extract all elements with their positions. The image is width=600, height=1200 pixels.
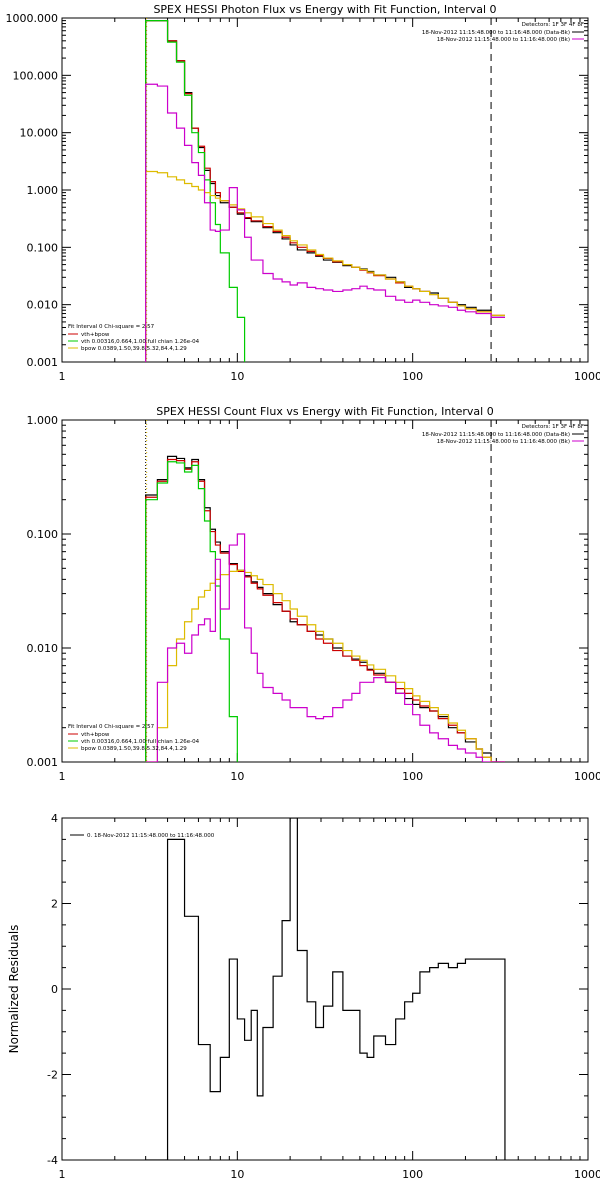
y-tick-label: -2 [47, 1069, 58, 1082]
x-tick-label: 100 [402, 370, 423, 383]
series-line-vth [145, 20, 246, 362]
y-tick-label: 0.010 [27, 299, 59, 312]
x-tick-label: 1 [59, 1168, 66, 1181]
y-tick-label: -4 [47, 1154, 58, 1167]
y-tick-label: 0.010 [27, 642, 59, 655]
x-tick-label: 1000 [574, 770, 600, 783]
y-tick-label: 1000.000 [6, 12, 59, 25]
legend-detectors: Detectors: 1F 3F 4F 8F [522, 22, 584, 28]
y-tick-label: 0.001 [27, 356, 59, 369]
series-line-bpow [145, 170, 505, 362]
x-tick-label: 10 [230, 1168, 244, 1181]
x-tick-label: 10 [230, 770, 244, 783]
y-axis-label: Normalized Residuals [7, 925, 21, 1054]
chart-title: SPEX HESSI Photon Flux vs Energy with Fi… [153, 3, 496, 16]
chart-count-flux: SPEX HESSI Count Flux vs Energy with Fit… [27, 405, 600, 783]
fit-legend-item: vth+bpow [81, 732, 110, 738]
fit-legend-item: vth 0.00316,0.664,1.00 full chian 1.26e-… [81, 739, 200, 745]
x-tick-label: 100 [402, 1168, 423, 1181]
y-tick-label: 1.000 [27, 414, 59, 427]
x-tick-label: 1 [59, 370, 66, 383]
x-tick-label: 1000 [574, 370, 600, 383]
legend-data-bk: 18-Nov-2012 11:15:48.000 to 11:16:48.000… [422, 432, 570, 438]
fit-legend-item: vth+bpow [81, 332, 110, 338]
y-tick-label: 4 [51, 812, 58, 825]
fit-legend-title: Fit Interval 0 Chi-square = 2.57 [68, 724, 155, 730]
y-tick-label: 0.100 [27, 241, 59, 254]
x-tick-label: 100 [402, 770, 423, 783]
plot-frame [61, 817, 589, 1161]
fit-legend-item: bpow 0.0389,1.50,39.8,5.32,84.4,1.29 [81, 346, 187, 352]
plot-frame [61, 419, 589, 763]
legend-bk: 18-Nov-2012 11:15:48.000 to 11:16:48.000… [437, 37, 570, 43]
series-line-residual [145, 818, 506, 1160]
series-line-bpow [145, 569, 505, 762]
legend-data-bk: 18-Nov-2012 11:15:48.000 to 11:16:48.000… [422, 30, 570, 36]
plot-area [145, 420, 505, 762]
y-tick-label: 0.100 [27, 528, 59, 541]
series-line-total [145, 20, 505, 362]
fit-legend-item: vth 0.00316,0.664,1.00 full chian 1.26e-… [81, 339, 200, 345]
legend-residual: 0. 18-Nov-2012 11:15:48.000 to 11:16:48.… [87, 833, 215, 839]
series-line-data [145, 20, 505, 362]
fit-legend-item: bpow 0.0389,1.50,39.8,5.32,84.4,1.29 [81, 746, 187, 752]
fit-legend-title: Fit Interval 0 Chi-square = 2.57 [68, 324, 155, 330]
series-line-bk [145, 83, 505, 362]
legend-bk: 18-Nov-2012 11:15:48.000 to 11:16:48.000… [437, 439, 570, 445]
plot-area [145, 18, 505, 362]
plot-frame [61, 17, 589, 363]
y-tick-label: 10.000 [20, 127, 59, 140]
chart-title: SPEX HESSI Count Flux vs Energy with Fit… [156, 405, 493, 418]
chart-photon-flux: SPEX HESSI Photon Flux vs Energy with Fi… [6, 3, 600, 383]
y-tick-label: 0 [51, 983, 58, 996]
y-tick-label: 100.000 [13, 69, 59, 82]
x-tick-label: 1 [59, 770, 66, 783]
plot-area [145, 818, 506, 1160]
series-line-vth [145, 461, 238, 762]
chart-residuals: 1 10 100 1000 -4 -2 0 2 4 Normalized Residuals 0. … [7, 812, 600, 1181]
x-tick-label: 1000 [574, 1168, 600, 1181]
x-tick-label: 10 [230, 370, 244, 383]
y-tick-label: 1.000 [27, 184, 59, 197]
y-tick-label: 2 [51, 898, 58, 911]
legend-detectors: Detectors: 1F 3F 4F 8F [522, 424, 584, 430]
series-line-bk [145, 533, 505, 762]
y-tick-label: 0.001 [27, 756, 59, 769]
